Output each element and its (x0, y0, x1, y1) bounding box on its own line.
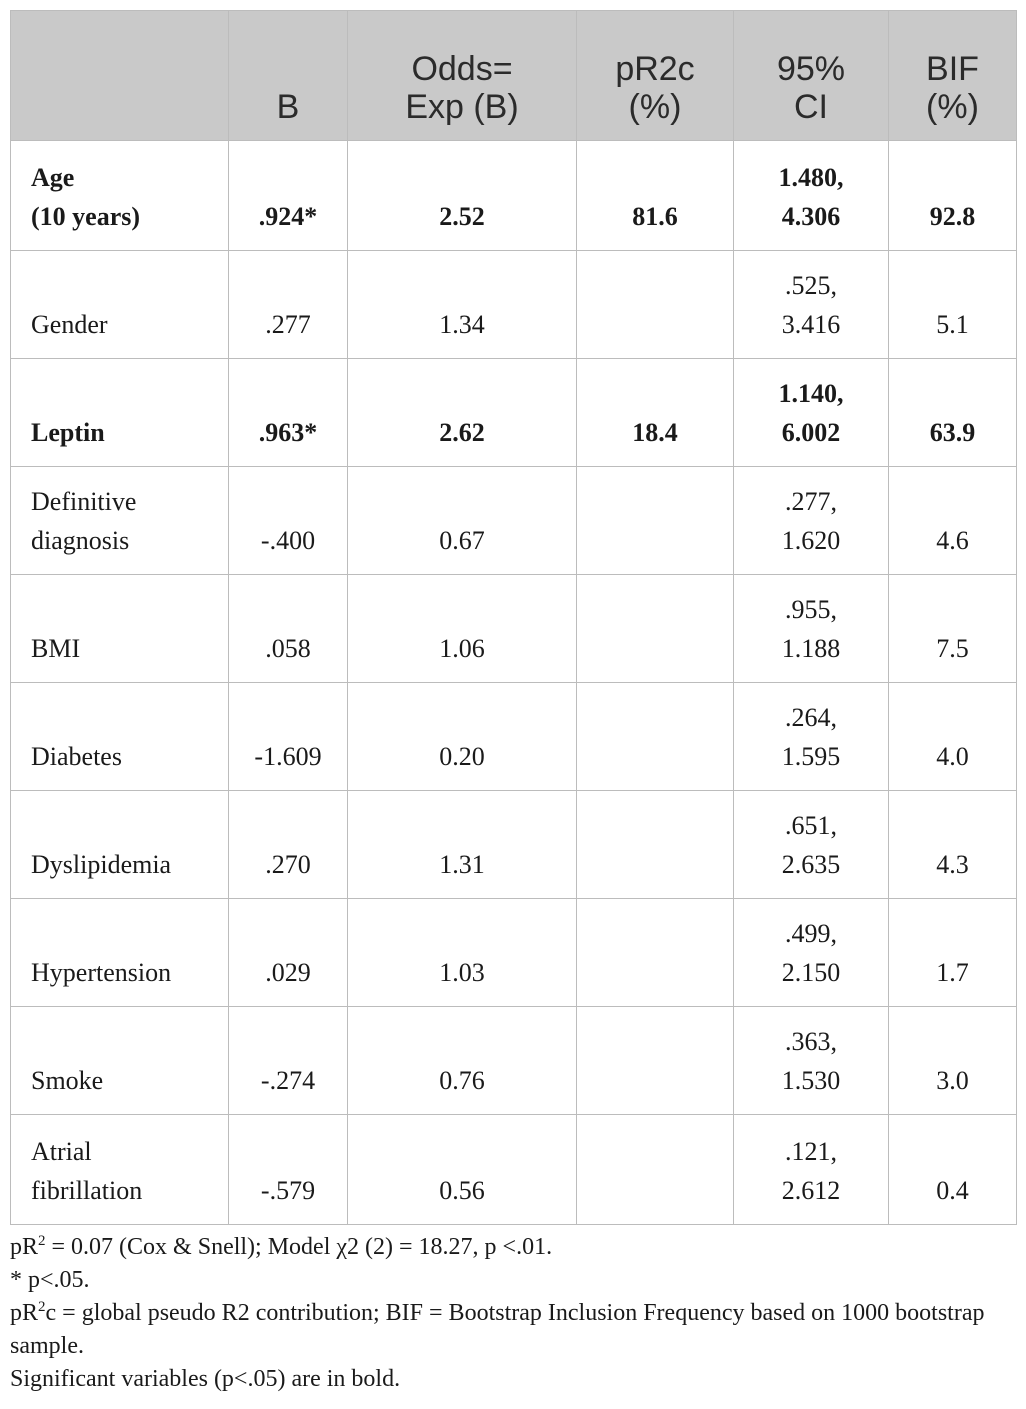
table-body: Age (10 years) .924* 2.52 81.6 1.480, 4.306 92.… (10, 140, 1017, 1225)
header-variable (10, 10, 229, 141)
table-header: B Odds= Exp (B) pR2c (%) 95% CI BIF (%) (10, 10, 1017, 141)
table-row: Dyslipidemia .270 1.31 .651, 2.635 4.3 (10, 790, 1017, 899)
header-bif: BIF (%) (888, 10, 1017, 141)
footnote-model-fit: pR2 = 0.07 (Cox & Snell); Model χ2 (2) =… (10, 1233, 553, 1261)
cell-odds: 0.56 (347, 1114, 577, 1225)
header-odds: Odds= Exp (B) (347, 10, 577, 141)
cell-b: .277 (228, 250, 348, 359)
cell-odds: 1.03 (347, 898, 577, 1007)
cell-bif: 4.0 (888, 682, 1017, 791)
cell-ci: .363, 1.530 (733, 1006, 889, 1115)
cell-pr2c (576, 682, 734, 791)
cell-pr2c (576, 250, 734, 359)
footnote-significance: * p<.05. (10, 1267, 90, 1293)
cell-pr2c: 81.6 (576, 140, 734, 251)
cell-pr2c (576, 898, 734, 1007)
cell-bif: 0.4 (888, 1114, 1017, 1225)
cell-odds: 2.52 (347, 140, 577, 251)
cell-b: -.400 (228, 466, 348, 575)
cell-variable: Smoke (10, 1006, 229, 1115)
cell-variable: BMI (10, 574, 229, 683)
cell-b: .270 (228, 790, 348, 899)
cell-variable: Leptin (10, 358, 229, 467)
table-row: Hypertension .029 1.03 .499, 2.150 1.7 (10, 898, 1017, 1007)
table-row: Leptin .963* 2.62 18.4 1.140, 6.002 63.9 (10, 358, 1017, 467)
header-row: B Odds= Exp (B) pR2c (%) 95% CI BIF (%) (10, 10, 1017, 141)
cell-bif: 63.9 (888, 358, 1017, 467)
cell-bif: 3.0 (888, 1006, 1017, 1115)
cell-odds: 0.20 (347, 682, 577, 791)
cell-ci: .277, 1.620 (733, 466, 889, 575)
cell-variable: Definitive diagnosis (10, 466, 229, 575)
cell-b: .029 (228, 898, 348, 1007)
cell-odds: 1.31 (347, 790, 577, 899)
header-b: B (228, 10, 348, 141)
cell-ci: .264, 1.595 (733, 682, 889, 791)
table-row: Diabetes -1.609 0.20 .264, 1.595 4.0 (10, 682, 1017, 791)
cell-ci: .525, 3.416 (733, 250, 889, 359)
table-row: Smoke -.274 0.76 .363, 1.530 3.0 (10, 1006, 1017, 1115)
cell-pr2c (576, 466, 734, 575)
cell-b: -1.609 (228, 682, 348, 791)
footnote-bold-note: Significant variables (p<.05) are in bol… (10, 1366, 401, 1392)
cell-variable: Gender (10, 250, 229, 359)
cell-b: -.274 (228, 1006, 348, 1115)
cell-bif: 4.6 (888, 466, 1017, 575)
cell-pr2c (576, 1114, 734, 1225)
cell-variable: Atrial fibrillation (10, 1114, 229, 1225)
cell-variable: Dyslipidemia (10, 790, 229, 899)
cell-bif: 4.3 (888, 790, 1017, 899)
cell-pr2c (576, 1006, 734, 1115)
cell-odds: 0.67 (347, 466, 577, 575)
cell-variable: Hypertension (10, 898, 229, 1007)
header-pr2c: pR2c (%) (576, 10, 734, 141)
table-row: Atrial fibrillation -.579 0.56 .121, 2.612 0.4 (10, 1114, 1017, 1225)
cell-ci: 1.140, 6.002 (733, 358, 889, 467)
cell-pr2c (576, 790, 734, 899)
cell-odds: 2.62 (347, 358, 577, 467)
cell-b: .924* (228, 140, 348, 251)
cell-ci: .121, 2.612 (733, 1114, 889, 1225)
cell-ci: .651, 2.635 (733, 790, 889, 899)
footnote-definitions: pR2c = global pseudo R2 contribution; BI… (10, 1299, 985, 1360)
cell-pr2c (576, 574, 734, 683)
cell-ci: .499, 2.150 (733, 898, 889, 1007)
cell-b: .963* (228, 358, 348, 467)
cell-odds: 1.34 (347, 250, 577, 359)
cell-b: -.579 (228, 1114, 348, 1225)
cell-odds: 1.06 (347, 574, 577, 683)
table-row: BMI .058 1.06 .955, 1.188 7.5 (10, 574, 1017, 683)
cell-odds: 0.76 (347, 1006, 577, 1115)
table-row: Age (10 years) .924* 2.52 81.6 1.480, 4.306 92.… (10, 140, 1017, 251)
table-row: Gender .277 1.34 .525, 3.416 5.1 (10, 250, 1017, 359)
cell-b: .058 (228, 574, 348, 683)
cell-ci: .955, 1.188 (733, 574, 889, 683)
cell-bif: 1.7 (888, 898, 1017, 1007)
cell-bif: 92.8 (888, 140, 1017, 251)
cell-bif: 5.1 (888, 250, 1017, 359)
cell-ci: 1.480, 4.306 (733, 140, 889, 251)
header-ci: 95% CI (733, 10, 889, 141)
cell-bif: 7.5 (888, 574, 1017, 683)
cell-pr2c: 18.4 (576, 358, 734, 467)
cell-variable: Diabetes (10, 682, 229, 791)
table-footnotes: pR2 = 0.07 (Cox & Snell); Model χ2 (2) =… (10, 1231, 1016, 1396)
regression-table: B Odds= Exp (B) pR2c (%) 95% CI BIF (%) Age (10 y… (10, 10, 1017, 1225)
cell-variable: Age (10 years) (10, 140, 229, 251)
table-row: Definitive diagnosis -.400 0.67 .277, 1.620 4.… (10, 466, 1017, 575)
table-container: B Odds= Exp (B) pR2c (%) 95% CI BIF (%) Age (10 y… (10, 10, 1017, 1396)
